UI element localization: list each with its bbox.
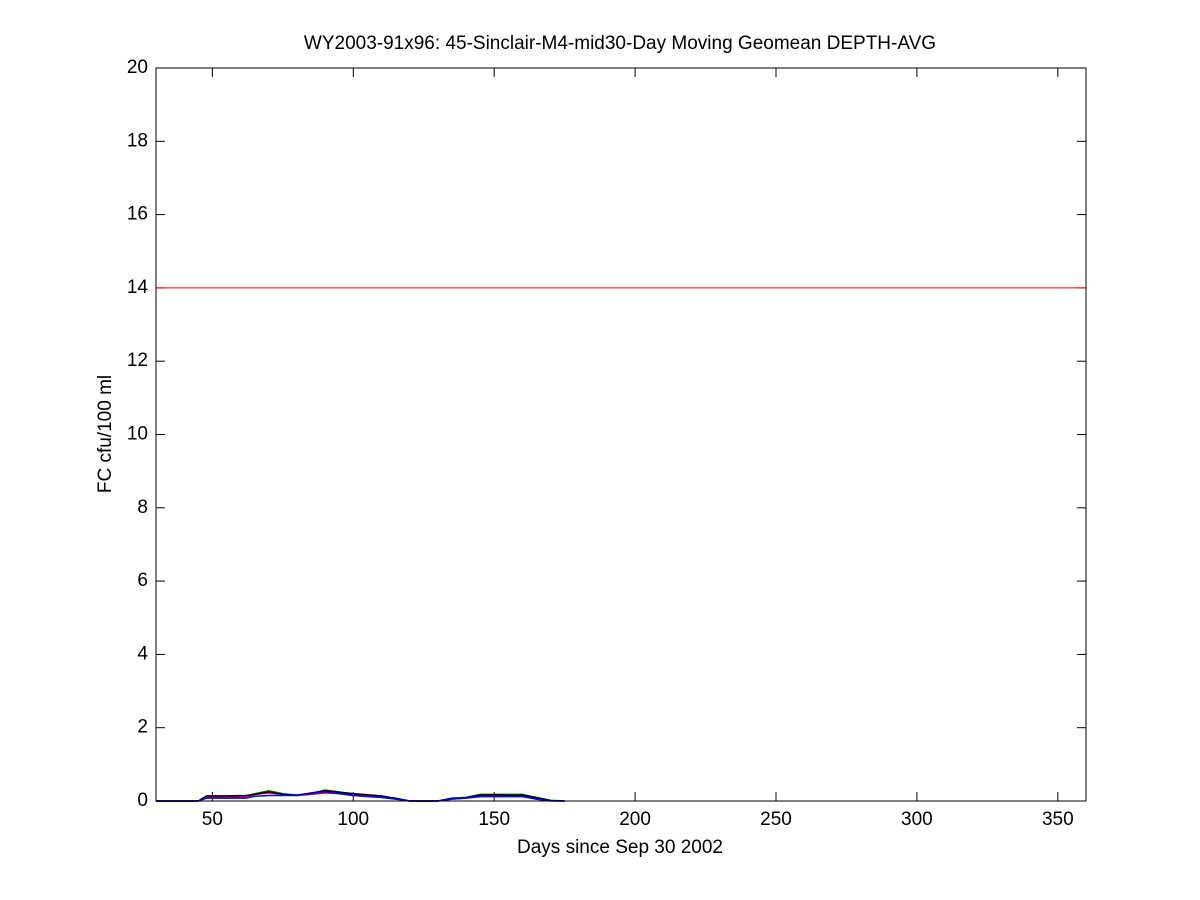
y-tick-label: 0: [137, 790, 148, 811]
y-tick-label: 10: [127, 424, 148, 445]
y-tick-label: 16: [127, 204, 148, 225]
series-line: [156, 791, 565, 802]
y-tick-label: 2: [137, 717, 148, 738]
y-tick-label: 8: [137, 497, 148, 518]
x-tick-label: 200: [619, 809, 651, 830]
y-tick-label: 12: [127, 350, 148, 371]
x-tick-label: 250: [760, 809, 792, 830]
y-tick-label: 4: [137, 643, 148, 664]
x-tick-label: 300: [901, 809, 933, 830]
series-line: [156, 789, 565, 802]
plot-frame: [155, 67, 1087, 802]
y-tick-label: 20: [127, 57, 148, 78]
x-tick-label: 50: [202, 809, 223, 830]
y-tick-label: 6: [137, 570, 148, 591]
x-tick-label: 350: [1042, 809, 1074, 830]
y-tick-label: 14: [127, 277, 149, 298]
x-tick-label: 100: [337, 809, 369, 830]
x-axis-label: Days since Sep 30 2002: [517, 837, 723, 858]
chart-title: WY2003-91x96: 45-Sinclair-M4-mid30-Day M…: [304, 33, 936, 54]
y-axis-label: FC cfu/100 ml: [95, 375, 116, 493]
y-tick-label: 18: [127, 130, 148, 151]
x-tick-label: 150: [478, 809, 510, 830]
